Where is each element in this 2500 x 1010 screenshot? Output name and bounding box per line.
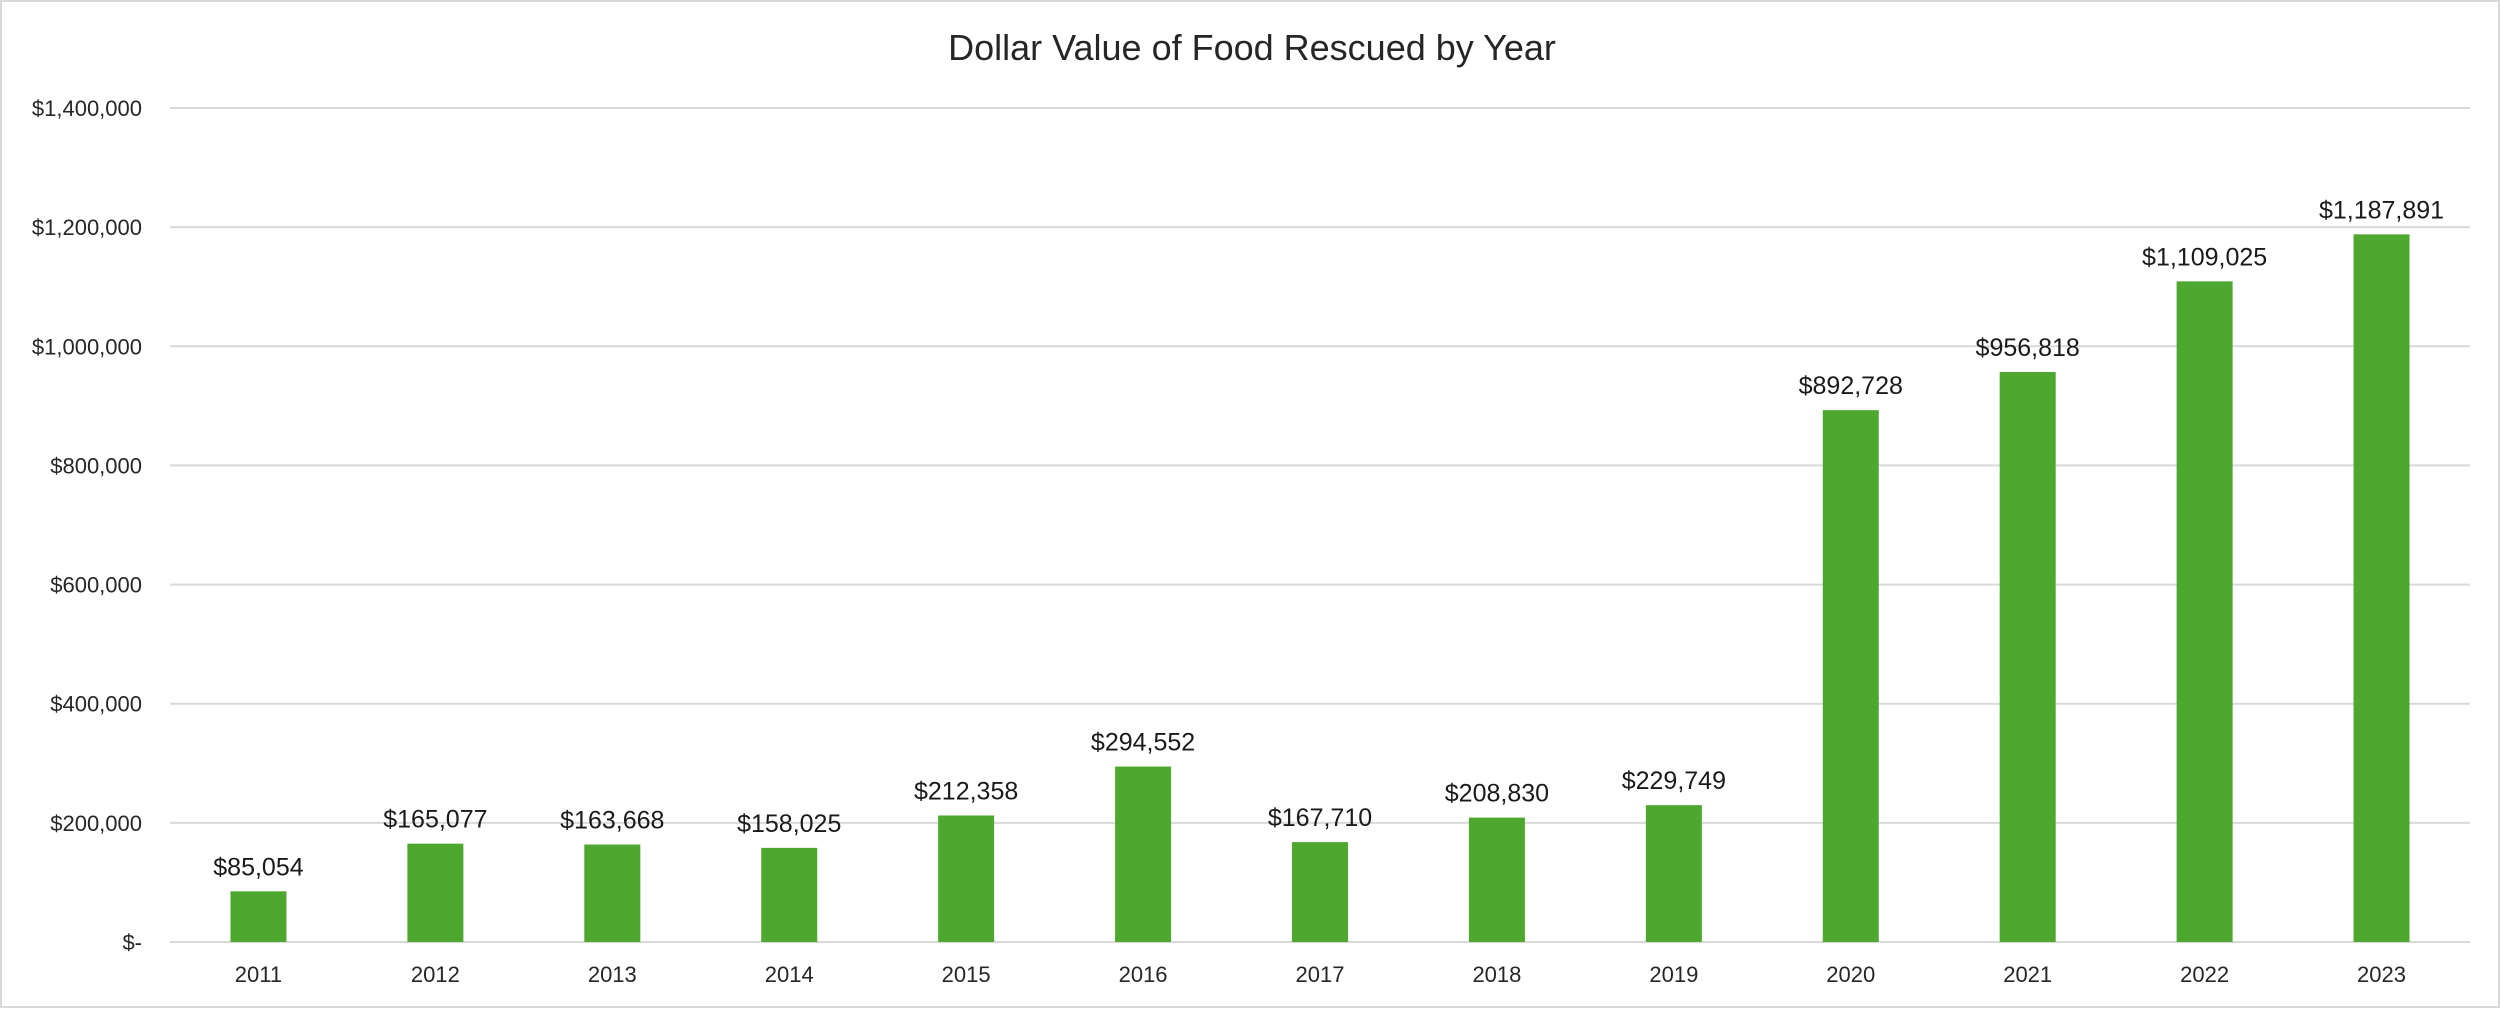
- data-label-2020: $892,728: [1799, 372, 1903, 400]
- bars: [230, 234, 2410, 942]
- y-tick-label: $800,000: [50, 453, 142, 478]
- x-tick-label-2019: 2019: [1649, 962, 1698, 987]
- bar-2016: [1115, 766, 1172, 942]
- gridlines: [170, 107, 2470, 943]
- bar-2022: [2176, 281, 2233, 942]
- data-label-2011: $85,054: [213, 853, 303, 881]
- x-tick-label-2015: 2015: [942, 962, 991, 987]
- bar-2012: [407, 843, 464, 942]
- y-tick-label: $1,400,000: [32, 96, 142, 121]
- y-axis-tick-labels: $- $200,000 $400,000 $600,000 $800,000 $1,000…: [32, 96, 142, 955]
- y-tick-label: $200,000: [50, 811, 142, 836]
- data-label-2018: $208,830: [1445, 780, 1549, 808]
- bar-2011: [230, 891, 287, 942]
- data-label-2017: $167,710: [1268, 804, 1372, 832]
- y-tick-label: $-: [122, 930, 142, 955]
- bar-2013: [584, 844, 641, 942]
- data-label-2013: $163,668: [560, 807, 664, 835]
- data-label-2014: $158,025: [737, 810, 841, 838]
- x-tick-label-2021: 2021: [2003, 962, 2052, 987]
- x-tick-label-2011: 2011: [235, 962, 282, 987]
- chart-title: Dollar Value of Food Rescued by Year: [948, 27, 1556, 68]
- data-label-2019: $229,749: [1622, 767, 1726, 795]
- bar-2014: [761, 847, 818, 942]
- data-label-2023: $1,187,891: [2319, 196, 2444, 224]
- data-label-2021: $956,818: [1976, 334, 2080, 362]
- data-label-2012: $165,077: [383, 806, 487, 834]
- x-tick-label-2022: 2022: [2180, 962, 2229, 987]
- y-tick-label: $1,000,000: [32, 334, 142, 359]
- x-tick-label-2013: 2013: [588, 962, 637, 987]
- bar-2020: [1822, 410, 1879, 942]
- x-tick-label-2016: 2016: [1119, 962, 1168, 987]
- bar-2015: [938, 815, 995, 942]
- x-tick-label-2020: 2020: [1826, 962, 1875, 987]
- bar-2018: [1468, 817, 1525, 942]
- bar-2021: [1999, 372, 2056, 942]
- x-tick-label-2014: 2014: [765, 962, 814, 987]
- bar-2023: [2353, 234, 2410, 942]
- y-tick-label: $1,200,000: [32, 215, 142, 240]
- x-axis-tick-labels: 2011 2012 2013 2014 2015 2016 2017 2018 2019 2020…: [235, 962, 2406, 987]
- y-tick-label: $400,000: [50, 692, 142, 717]
- x-tick-label-2012: 2012: [411, 962, 460, 987]
- data-label-2016: $294,552: [1091, 729, 1195, 757]
- bar-2019: [1645, 805, 1702, 942]
- x-tick-label-2023: 2023: [2357, 962, 2406, 987]
- data-label-2022: $1,109,025: [2142, 243, 2267, 271]
- data-label-2015: $212,358: [914, 777, 1018, 805]
- data-labels: $85,054 $165,077 $163,668 $158,025 $212,358 $…: [213, 196, 2444, 881]
- x-tick-label-2018: 2018: [1472, 962, 1521, 987]
- y-tick-label: $600,000: [50, 573, 142, 598]
- x-tick-label-2017: 2017: [1296, 962, 1345, 987]
- bar-2017: [1292, 842, 1348, 942]
